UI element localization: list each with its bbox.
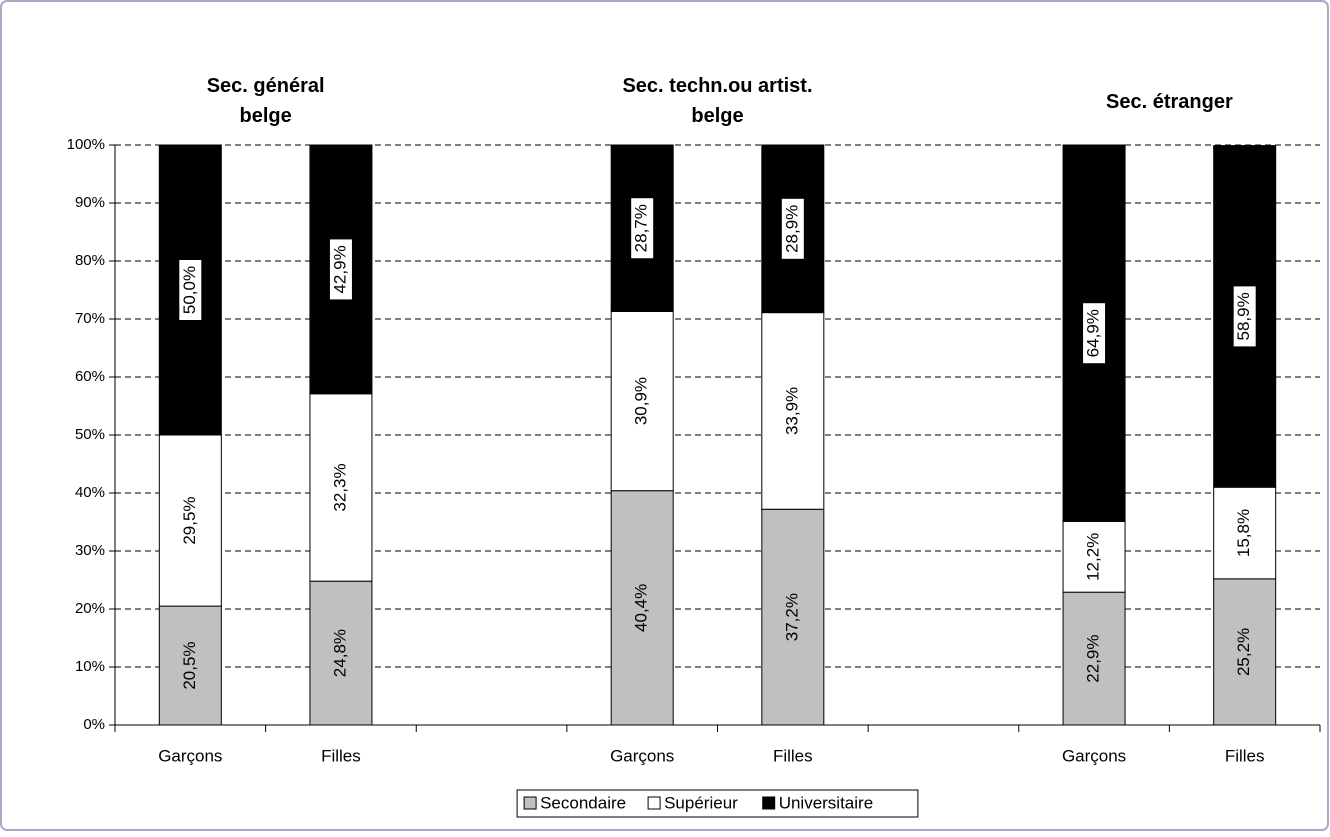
group-title: Sec. général belge xyxy=(207,75,325,127)
data-label: 50,0% xyxy=(180,266,199,314)
legend-label: Universitaire xyxy=(779,793,873,812)
label-background xyxy=(1083,303,1106,364)
y-tick-label: 100% xyxy=(67,136,105,153)
label-background xyxy=(179,260,202,320)
label-background xyxy=(631,198,654,259)
data-label: 33,9% xyxy=(782,387,801,435)
data-label: 29,5% xyxy=(180,496,199,544)
data-label: 37,2% xyxy=(782,593,801,641)
data-label: 30,9% xyxy=(632,377,651,425)
label-background xyxy=(781,198,804,259)
legend-swatch xyxy=(523,796,537,810)
label-background xyxy=(1233,286,1256,347)
bar-segment xyxy=(309,393,373,582)
data-label: 64,9% xyxy=(1084,309,1103,357)
bar-segment xyxy=(761,312,825,510)
bar-segment xyxy=(761,508,825,726)
data-label: 24,8% xyxy=(330,629,349,677)
data-label: 58,9% xyxy=(1234,292,1253,340)
x-tick-label: Filles xyxy=(321,746,361,765)
y-tick-label: 70% xyxy=(75,310,105,327)
x-tick-label: Filles xyxy=(1225,746,1265,765)
group-title-line: Sec. général xyxy=(207,75,325,97)
x-tick-label: Garçons xyxy=(1062,746,1126,765)
legend-label: Secondaire xyxy=(540,793,626,812)
bar-segment xyxy=(158,434,222,607)
y-tick-label: 50% xyxy=(75,426,105,443)
group-title: Sec. techn.ou artist. belge xyxy=(622,75,812,127)
bar-segment xyxy=(1062,520,1126,593)
y-tick-label: 20% xyxy=(75,600,105,617)
y-tick-label: 10% xyxy=(75,658,105,675)
y-tick-label: 40% xyxy=(75,484,105,501)
group-title-line: Sec. techn.ou artist. xyxy=(622,75,812,97)
bar-segment xyxy=(309,580,373,726)
y-tick-label: 90% xyxy=(75,194,105,211)
legend-label: Supérieur xyxy=(664,793,738,812)
data-label: 28,7% xyxy=(632,204,651,252)
x-tick-label: Garçons xyxy=(158,746,222,765)
data-label: 25,2% xyxy=(1234,628,1253,676)
x-tick-label: Garçons xyxy=(610,746,674,765)
label-background xyxy=(329,239,352,300)
data-label: 40,4% xyxy=(632,584,651,632)
data-label: 15,8% xyxy=(1234,509,1253,557)
group-title-line: belge xyxy=(240,105,292,127)
data-label: 28,9% xyxy=(782,205,801,253)
bar-segment xyxy=(610,310,674,492)
bar-segment xyxy=(1213,486,1277,580)
bar-segment xyxy=(610,490,674,726)
data-label: 20,5% xyxy=(180,641,199,689)
data-label: 32,3% xyxy=(330,463,349,511)
data-label: 12,2% xyxy=(1084,533,1103,581)
y-tick-label: 60% xyxy=(75,368,105,385)
data-label: 42,9% xyxy=(330,245,349,293)
group-title-line: Sec. étranger xyxy=(1106,91,1233,113)
legend-frame xyxy=(516,789,919,818)
bar-segment xyxy=(1213,578,1277,726)
legend-swatch xyxy=(647,796,661,810)
legend-swatch xyxy=(762,796,776,810)
legend: Secondaire Supérieur Universitaire xyxy=(516,789,919,818)
y-tick-label: 30% xyxy=(75,542,105,559)
bar-segment xyxy=(1062,591,1126,726)
y-tick-label: 80% xyxy=(75,252,105,269)
data-label: 22,9% xyxy=(1084,634,1103,682)
group-title-line: belge xyxy=(691,105,743,127)
x-tick-label: Filles xyxy=(773,746,813,765)
y-tick-label: 0% xyxy=(83,716,105,733)
bar-segment xyxy=(158,144,222,436)
group-title: Sec. étranger xyxy=(1106,91,1233,113)
